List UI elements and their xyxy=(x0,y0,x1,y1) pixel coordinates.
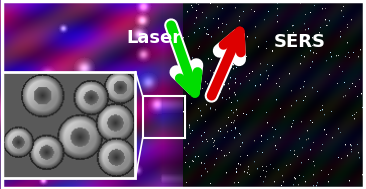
Bar xyxy=(2,72,135,178)
Bar xyxy=(143,96,185,138)
Text: SERS: SERS xyxy=(274,33,326,51)
Text: Laser: Laser xyxy=(126,29,181,47)
